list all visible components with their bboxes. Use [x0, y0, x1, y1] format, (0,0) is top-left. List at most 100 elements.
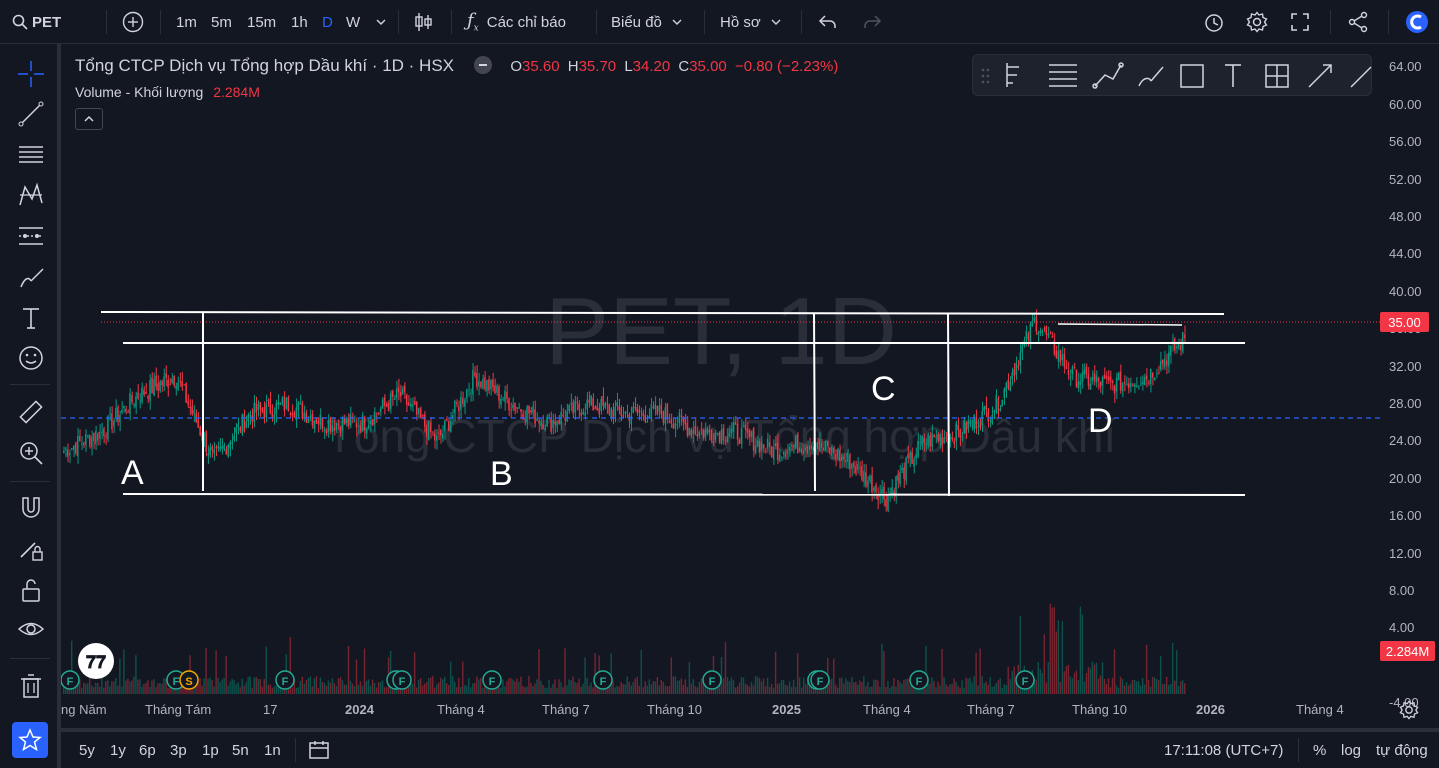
- interval-d[interactable]: D: [322, 13, 333, 31]
- event-marker[interactable]: F: [275, 670, 295, 690]
- volume-bar: [407, 684, 410, 694]
- volume-bar: [572, 676, 574, 694]
- range-3p[interactable]: 3p: [170, 741, 187, 759]
- annotation-a[interactable]: A: [121, 454, 144, 492]
- compare-button[interactable]: [122, 0, 144, 44]
- event-marker[interactable]: F: [702, 670, 722, 690]
- chart-pane[interactable]: PET, 1D Tổng CTCP Dịch vụ Tổng hợp Dầu k…: [61, 44, 1380, 694]
- magnet-tool[interactable]: [12, 490, 50, 526]
- volume-bar: [155, 687, 157, 694]
- price-axis[interactable]: 64.0060.0056.0052.0048.0044.0040.0036.00…: [1380, 44, 1439, 710]
- volume-legend[interactable]: Volume - Khối lượng 2.284M: [75, 84, 260, 100]
- range-5n[interactable]: 5n: [232, 741, 249, 759]
- range-1y[interactable]: 1y: [110, 741, 126, 759]
- event-marker[interactable]: F: [909, 670, 929, 690]
- fork-icon[interactable]: [1006, 63, 1019, 87]
- brush-icon[interactable]: [1138, 66, 1164, 87]
- divider-b[interactable]: [813, 312, 816, 492]
- remove-drawings-tool[interactable]: [12, 668, 50, 704]
- volume-bar: [199, 678, 201, 694]
- fullscreen-button[interactable]: [1290, 0, 1310, 44]
- path-icon[interactable]: [1092, 62, 1124, 89]
- chart-menu-button[interactable]: Biểu đồ: [611, 0, 683, 44]
- range-1p[interactable]: 1p: [202, 741, 219, 759]
- candle-body: [656, 405, 658, 415]
- measure-tool[interactable]: [12, 394, 50, 430]
- percent-toggle[interactable]: %: [1313, 741, 1327, 759]
- range-6p[interactable]: 6p: [139, 741, 156, 759]
- event-marker[interactable]: F: [392, 670, 412, 690]
- chart-type-button[interactable]: [414, 0, 434, 44]
- share-button[interactable]: [1347, 0, 1369, 44]
- trend-line-tool[interactable]: [12, 96, 50, 132]
- hide-drawings-tool[interactable]: [12, 611, 50, 647]
- lock-drawing-tool[interactable]: [12, 531, 50, 567]
- brand-logo[interactable]: [1405, 0, 1429, 44]
- range-1n[interactable]: 1n: [264, 741, 281, 759]
- range-5y[interactable]: 5y: [79, 741, 95, 759]
- auto-scale-toggle[interactable]: tự động: [1376, 741, 1428, 759]
- annotation-b[interactable]: B: [490, 455, 513, 493]
- interval-1h[interactable]: 1h: [291, 13, 308, 31]
- alert-button[interactable]: [1203, 0, 1225, 44]
- rectangle-icon[interactable]: [1180, 64, 1204, 88]
- goto-date-button[interactable]: [308, 732, 330, 768]
- annotation-d[interactable]: D: [1088, 402, 1113, 440]
- interval-1m[interactable]: 1m: [176, 13, 197, 31]
- indicators-button[interactable]: ƒx Các chỉ báo: [467, 0, 566, 44]
- volume-bar: [1081, 614, 1084, 694]
- lock-all-tool[interactable]: [12, 572, 50, 608]
- volume-bar: [794, 686, 797, 694]
- event-marker[interactable]: F: [61, 670, 80, 690]
- collapse-legend-button[interactable]: [75, 108, 103, 130]
- tradingview-logo[interactable]: 𝟕𝟕: [78, 643, 114, 679]
- text-tool[interactable]: [12, 300, 50, 336]
- candle-body: [209, 447, 211, 456]
- axis-settings-button[interactable]: [1399, 700, 1419, 725]
- divider-c[interactable]: [947, 312, 950, 497]
- redo-button[interactable]: [862, 0, 882, 44]
- clock-time[interactable]: 17:11:08 (UTC+7): [1164, 741, 1284, 759]
- fib-retracement-icon[interactable]: [1049, 64, 1077, 87]
- brush-tool[interactable]: [12, 259, 50, 295]
- favorites-button[interactable]: [12, 722, 48, 758]
- drag-handle-icon[interactable]: [981, 68, 990, 84]
- projection-tool[interactable]: [12, 218, 50, 254]
- volume-bar: [722, 678, 725, 694]
- candle-body: [155, 375, 157, 387]
- interval-5m[interactable]: 5m: [211, 13, 232, 31]
- pattern-tool[interactable]: [12, 177, 50, 213]
- support-line[interactable]: [122, 493, 1246, 496]
- interval-15m[interactable]: 15m: [247, 13, 277, 31]
- event-marker[interactable]: F: [593, 670, 613, 690]
- symbol-search-button[interactable]: PET: [12, 0, 61, 44]
- emoji-tool[interactable]: [12, 340, 50, 376]
- price-chart[interactable]: PET, 1D Tổng CTCP Dịch vụ Tổng hợp Dầu k…: [61, 44, 1380, 694]
- undo-button[interactable]: [818, 0, 838, 44]
- hide-legend-button[interactable]: [474, 56, 493, 75]
- fib-tool[interactable]: [12, 137, 50, 173]
- candle-body: [941, 437, 943, 446]
- zoom-tool[interactable]: [12, 435, 50, 471]
- log-toggle[interactable]: log: [1341, 741, 1362, 759]
- time-axis[interactable]: ng Năm Tháng Tám 17 2024 Tháng 4 Tháng 7 Tháng…: [61, 694, 1380, 728]
- time-tick: Tháng 10: [647, 702, 702, 717]
- event-marker[interactable]: F: [1015, 670, 1035, 690]
- line-icon[interactable]: [1350, 66, 1372, 88]
- text-icon[interactable]: [1225, 64, 1241, 87]
- event-marker[interactable]: F: [810, 670, 830, 690]
- interval-dropdown[interactable]: [375, 0, 387, 44]
- legend-title[interactable]: Tổng CTCP Dịch vụ Tổng hợp Dầu khí · 1D …: [75, 56, 455, 75]
- resistance-line-top[interactable]: [100, 311, 1225, 315]
- event-marker[interactable]: F: [482, 670, 502, 690]
- arrow-line-icon[interactable]: [1308, 64, 1332, 88]
- crosshair-tool[interactable]: [12, 56, 50, 92]
- interval-w[interactable]: W: [346, 13, 361, 31]
- table-icon[interactable]: [1265, 64, 1289, 88]
- annotation-c[interactable]: C: [871, 370, 896, 408]
- volume-bar: [1141, 677, 1144, 694]
- event-marker[interactable]: S: [179, 670, 199, 690]
- range-line-d[interactable]: [1057, 323, 1183, 326]
- settings-button[interactable]: [1246, 0, 1268, 44]
- profile-menu-button[interactable]: Hồ sơ: [720, 0, 782, 44]
